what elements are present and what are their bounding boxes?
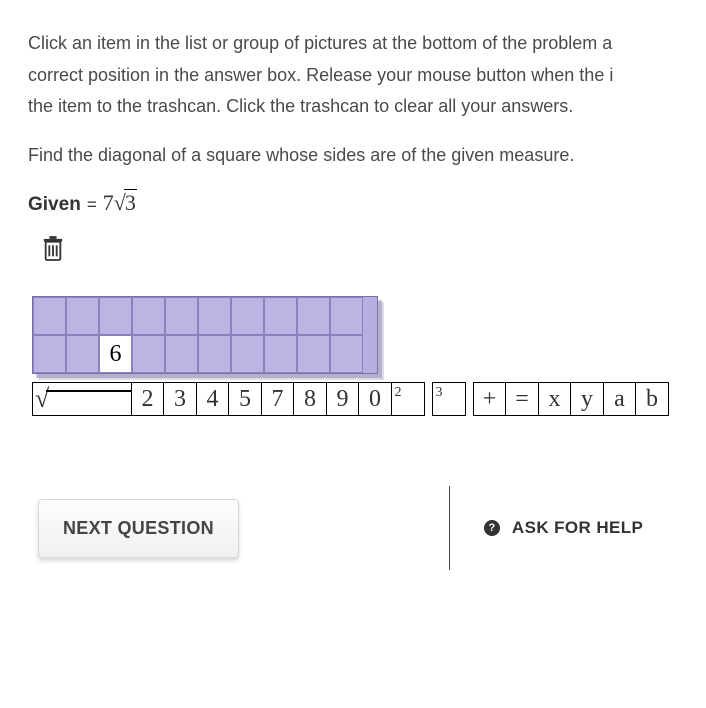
- tile-palette: √2345789023+=xyab: [32, 382, 678, 416]
- instructions-text: Click an item in the list or group of pi…: [28, 28, 678, 123]
- tile-variable[interactable]: b: [635, 382, 669, 416]
- tile-number[interactable]: 2: [131, 382, 165, 416]
- answer-cell[interactable]: [132, 335, 165, 373]
- tile-sqrt[interactable]: √: [32, 382, 132, 416]
- answer-cell[interactable]: [33, 297, 66, 335]
- answer-cell[interactable]: [132, 297, 165, 335]
- sqrt-expr: √ 3: [114, 189, 137, 216]
- tile-number[interactable]: 8: [293, 382, 327, 416]
- help-label: ASK FOR HELP: [512, 518, 643, 538]
- tile-variable[interactable]: a: [603, 382, 637, 416]
- radicand: 3: [124, 189, 137, 216]
- answer-cell[interactable]: [99, 297, 132, 335]
- answer-cell[interactable]: [297, 297, 330, 335]
- answer-grid[interactable]: 6: [32, 296, 378, 374]
- answer-cell[interactable]: [198, 335, 231, 373]
- answer-cell[interactable]: [33, 335, 66, 373]
- trash-icon[interactable]: [42, 236, 64, 262]
- answer-cell[interactable]: [165, 297, 198, 335]
- answer-cell[interactable]: [66, 297, 99, 335]
- problem-text: Find the diagonal of a square whose side…: [28, 141, 678, 170]
- tile-number[interactable]: 7: [261, 382, 295, 416]
- given-label: Given: [28, 194, 81, 216]
- answer-cell[interactable]: [297, 335, 330, 373]
- answer-grid-row: [33, 297, 377, 335]
- tile-operator[interactable]: =: [505, 382, 539, 416]
- instructions-line: the item to the trashcan. Click the tras…: [28, 91, 678, 123]
- tile-number[interactable]: 5: [228, 382, 262, 416]
- tile-number[interactable]: 9: [326, 382, 360, 416]
- answer-cell[interactable]: [66, 335, 99, 373]
- answer-cell[interactable]: [165, 335, 198, 373]
- given-coef: 7: [103, 190, 114, 216]
- tile-number[interactable]: 4: [196, 382, 230, 416]
- tile-number[interactable]: 0: [358, 382, 392, 416]
- tile-variable[interactable]: x: [538, 382, 572, 416]
- answer-cell[interactable]: [264, 297, 297, 335]
- help-icon: ?: [484, 520, 500, 536]
- given-value: 7 √ 3: [103, 189, 137, 216]
- vertical-divider: [449, 486, 450, 570]
- instructions-line: correct position in the answer box. Rele…: [28, 60, 678, 92]
- answer-area: 6 √2345789023+=xyab: [32, 296, 678, 416]
- answer-cell[interactable]: [231, 297, 264, 335]
- given-row: Given = 7 √ 3: [28, 189, 678, 216]
- answer-cell[interactable]: [330, 335, 363, 373]
- tile-number[interactable]: 3: [163, 382, 197, 416]
- next-question-button[interactable]: NEXT QUESTION: [38, 499, 239, 558]
- instructions-line: Click an item in the list or group of pi…: [28, 28, 678, 60]
- footer: NEXT QUESTION ? ASK FOR HELP: [28, 486, 678, 570]
- answer-cell[interactable]: [231, 335, 264, 373]
- tile-variable[interactable]: y: [570, 382, 604, 416]
- answer-cell[interactable]: [264, 335, 297, 373]
- tile-superscript[interactable]: 2: [391, 382, 425, 416]
- tile-operator[interactable]: +: [473, 382, 507, 416]
- answer-grid-row: 6: [33, 335, 377, 373]
- answer-cell[interactable]: 6: [99, 335, 132, 373]
- answer-cell[interactable]: [330, 297, 363, 335]
- ask-for-help-button[interactable]: ? ASK FOR HELP: [484, 518, 643, 538]
- tile-superscript[interactable]: 3: [432, 382, 466, 416]
- equals-sign: =: [87, 195, 97, 215]
- answer-cell[interactable]: [198, 297, 231, 335]
